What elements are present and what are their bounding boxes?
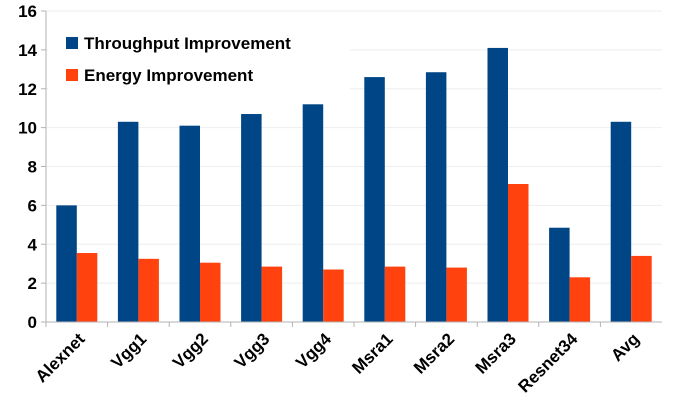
legend: Throughput Improvement Energy Improvemen… (48, 18, 350, 98)
bar-energy-vgg1 (138, 258, 159, 322)
y-tick-label: 14 (18, 41, 37, 60)
legend-label-energy: Energy Improvement (84, 66, 253, 85)
bar-energy-msra2 (446, 267, 467, 322)
x-tick-label: Vgg3 (231, 329, 274, 372)
y-tick-label: 10 (18, 119, 37, 138)
bar-throughput-vgg4 (302, 104, 324, 322)
x-tick-label: Vgg4 (292, 329, 335, 372)
x-axis-ticks: Alexnet Vgg1 Vgg2 Vgg3 Vgg4 Msra1 Msra2 Msra3Re… (32, 322, 643, 396)
bar-energy-vgg4 (323, 269, 344, 322)
x-tick-label: Resnet34 (515, 329, 582, 396)
legend-swatch-throughput (66, 37, 78, 49)
bar-throughput-resnet34 (549, 227, 570, 322)
y-tick-label: 2 (28, 274, 37, 293)
x-tick-label: Msra2 (410, 329, 458, 377)
bar-energy-msra1 (384, 266, 406, 322)
x-tick-label: Alexnet (32, 329, 89, 386)
bar-throughput-vgg3 (241, 114, 262, 322)
x-tick-label: Avg (607, 329, 643, 365)
bar-throughput-alexnet (56, 205, 77, 322)
bar-energy-msra3 (508, 183, 529, 322)
bar-throughput-msra3 (487, 47, 508, 323)
x-tick-label: Msra1 (348, 329, 396, 377)
bar-throughput-avg (610, 121, 632, 322)
bar-energy-vgg3 (261, 266, 283, 322)
bar-throughput-msra1 (364, 77, 385, 323)
legend-swatch-energy (66, 69, 78, 81)
bar-throughput-vgg2 (179, 125, 200, 323)
bar-energy-alexnet (76, 252, 98, 322)
x-tick-label: Vgg2 (169, 329, 212, 372)
y-tick-label: 16 (18, 2, 37, 21)
bar-throughput-vgg1 (117, 121, 139, 322)
bar-energy-vgg2 (200, 262, 221, 322)
x-tick-label: Vgg1 (107, 329, 150, 372)
y-tick-label: 8 (28, 158, 37, 177)
bars (56, 47, 652, 323)
y-tick-label: 4 (28, 235, 38, 254)
bar-energy-avg (631, 255, 652, 322)
bar-energy-resnet34 (569, 277, 591, 322)
y-tick-label: 6 (28, 196, 37, 215)
y-tick-label: 12 (18, 80, 37, 99)
y-tick-label: 0 (28, 313, 37, 332)
x-tick-label: Msra3 (472, 329, 520, 377)
legend-label-throughput: Throughput Improvement (84, 34, 291, 53)
y-axis-ticks: 0 2 4 6 8 10 12 14 16 (18, 2, 46, 332)
legend-box (48, 18, 350, 98)
bar-throughput-msra2 (425, 72, 447, 323)
